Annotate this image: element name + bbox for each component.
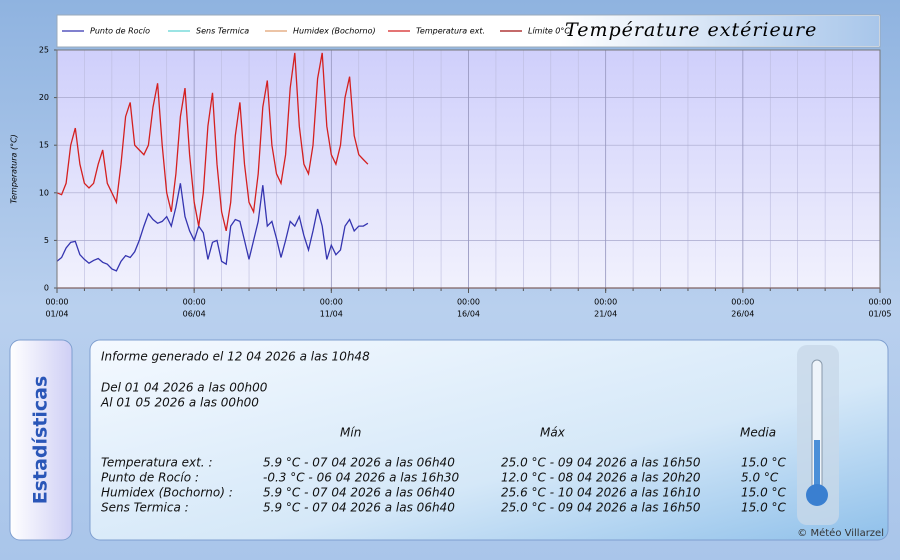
y-tick-label: 0 bbox=[44, 284, 49, 293]
stats-header: Media bbox=[740, 426, 776, 440]
stats-header: Máx bbox=[540, 426, 566, 440]
y-tick-label: 15 bbox=[39, 141, 49, 150]
stats-header: Mín bbox=[340, 426, 361, 440]
legend-label: Temperatura ext. bbox=[416, 27, 485, 36]
stats-cell: 12.0 °C - 08 04 2026 a las 20h20 bbox=[501, 471, 701, 485]
x-tick-label: 00:00 bbox=[45, 298, 68, 307]
x-tick-label: 00:00 bbox=[183, 298, 206, 307]
stats-cell: 5.9 °C - 07 04 2026 a las 06h40 bbox=[263, 486, 455, 500]
thermometer-icon bbox=[797, 345, 839, 525]
stats-side-title: Estadísticas bbox=[30, 376, 52, 505]
credit: © Météo Villarzel bbox=[797, 527, 884, 539]
x-tick-date: 16/04 bbox=[457, 310, 480, 319]
chart-title: Température extérieure bbox=[565, 19, 817, 41]
stats-cell: 25.6 °C - 10 04 2026 a las 16h10 bbox=[501, 486, 701, 500]
y-axis-label: Temperatura (°C) bbox=[10, 134, 19, 204]
stats-panel: Estadísticas Informe generado el 12 04 2… bbox=[9, 339, 889, 541]
y-tick-label: 10 bbox=[39, 188, 49, 197]
stats-cell: 15.0 °C bbox=[741, 501, 787, 515]
series-line bbox=[56, 52, 369, 232]
x-tick-date: 11/04 bbox=[320, 310, 343, 319]
period-to: Al 01 05 2026 a las 00h00 bbox=[100, 396, 259, 410]
period-from: Del 01 04 2026 a las 00h00 bbox=[101, 381, 268, 395]
plot-frame bbox=[56, 49, 881, 289]
x-tick-label: 00:00 bbox=[320, 298, 343, 307]
legend-label: Humidex (Bochorno) bbox=[293, 27, 376, 36]
title-box bbox=[560, 16, 879, 46]
x-tick-date: 21/04 bbox=[594, 310, 617, 319]
x-tick-date: 01/04 bbox=[45, 310, 68, 319]
stats-cell: 5.0 °C bbox=[741, 471, 779, 485]
y-tick-label: 25 bbox=[39, 46, 49, 55]
stats-cell: 15.0 °C bbox=[741, 456, 787, 470]
x-tick-label: 00:00 bbox=[594, 298, 617, 307]
stats-row-label: Temperatura ext. : bbox=[101, 456, 212, 470]
stats-cell: 25.0 °C - 09 04 2026 a las 16h50 bbox=[501, 456, 701, 470]
legend-label: Límite 0°C bbox=[528, 27, 570, 36]
x-tick-label: 00:00 bbox=[457, 298, 480, 307]
x-tick-label: 00:00 bbox=[868, 298, 891, 307]
y-tick-label: 5 bbox=[44, 236, 49, 245]
legend-label: Punto de Rocío bbox=[90, 27, 150, 36]
report-generated: Informe generado el 12 04 2026 a las 10h… bbox=[101, 350, 370, 364]
x-tick-date: 01/05 bbox=[868, 310, 891, 319]
stats-cell: 15.0 °C bbox=[741, 486, 787, 500]
stats-box bbox=[89, 339, 889, 541]
stats-row-label: Punto de Rocío : bbox=[101, 471, 199, 485]
x-tick-date: 26/04 bbox=[731, 310, 754, 319]
stats-cell: 5.9 °C - 07 04 2026 a las 06h40 bbox=[263, 501, 455, 515]
stats-row-label: Humidex (Bochorno) : bbox=[101, 486, 233, 500]
x-tick-label: 00:00 bbox=[731, 298, 754, 307]
stats-row-label: Sens Termica : bbox=[101, 501, 189, 515]
series-line bbox=[56, 183, 369, 272]
legend-label: Sens Termica bbox=[196, 27, 249, 36]
y-tick-label: 20 bbox=[39, 93, 49, 102]
x-tick-date: 06/04 bbox=[183, 310, 206, 319]
stats-tab bbox=[9, 339, 73, 541]
stats-cell: -0.3 °C - 06 04 2026 a las 16h30 bbox=[263, 471, 460, 485]
stats-cell: 5.9 °C - 07 04 2026 a las 06h40 bbox=[263, 456, 455, 470]
stats-cell: 25.0 °C - 09 04 2026 a las 16h50 bbox=[501, 501, 701, 515]
